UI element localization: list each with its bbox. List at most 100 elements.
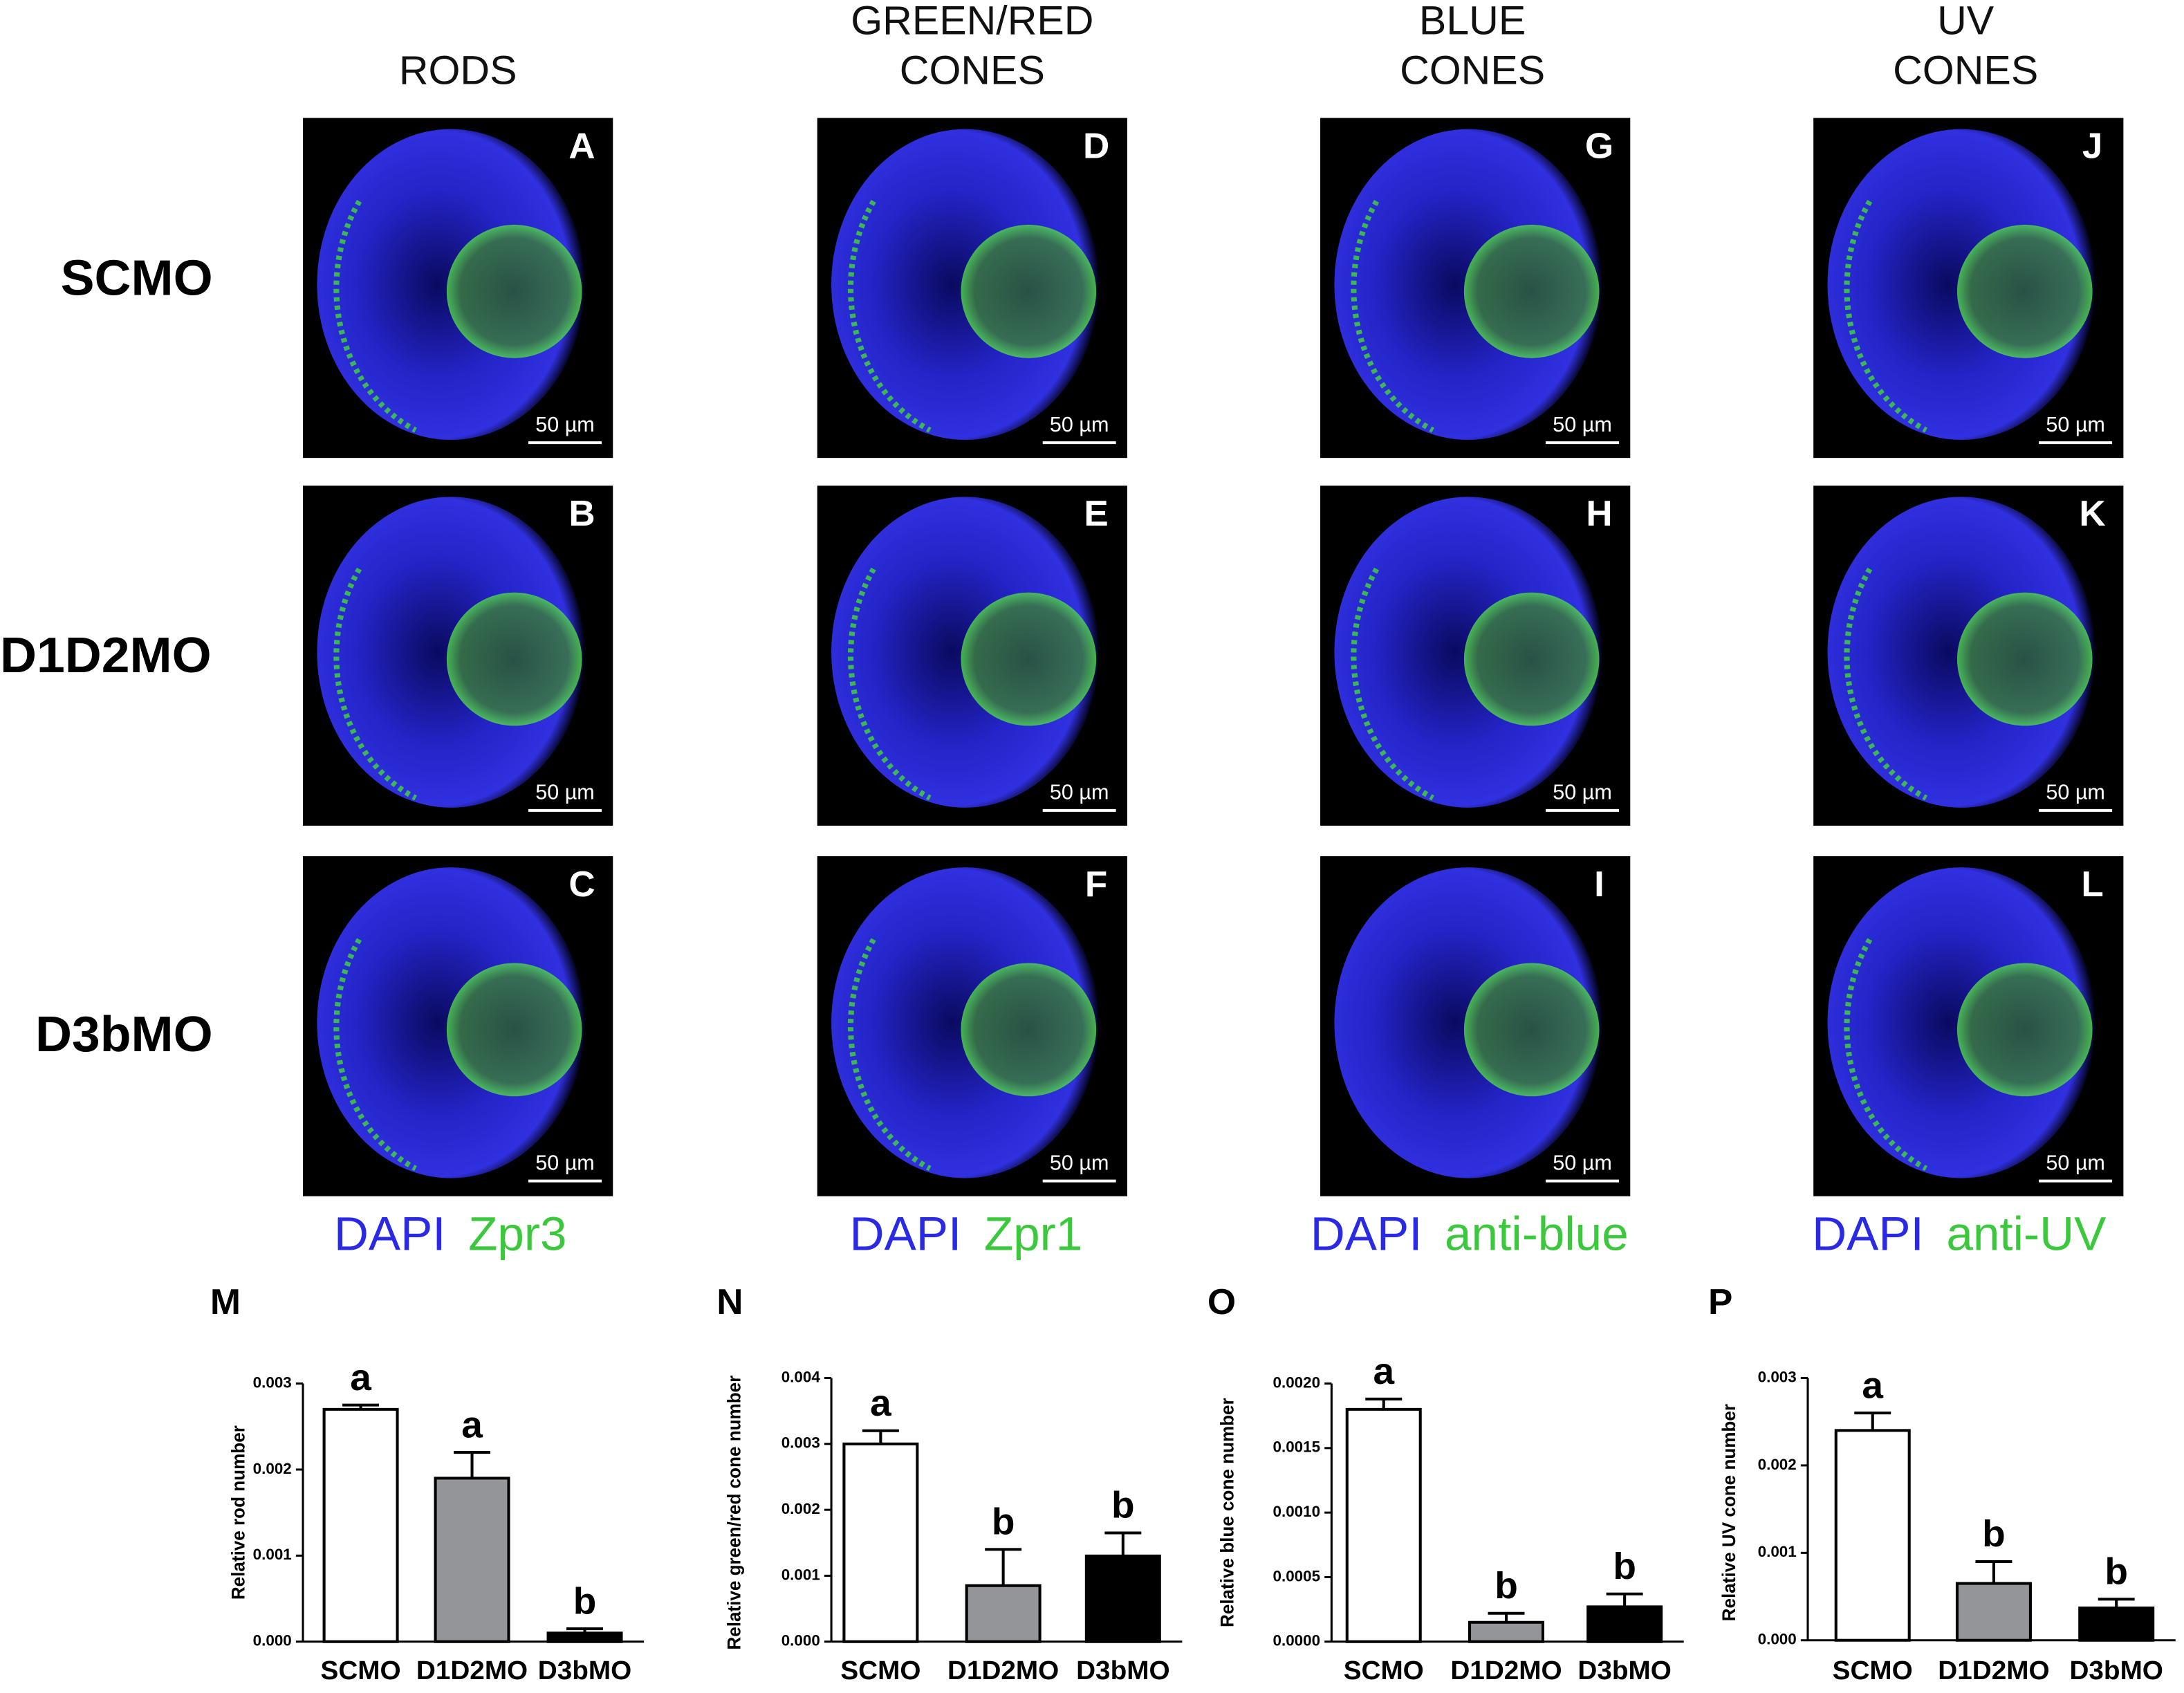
lens [961, 963, 1097, 1097]
significance-label: a [1862, 1364, 1883, 1407]
photoreceptor-layer [1844, 567, 1928, 801]
photoreceptor-layer [1844, 199, 1928, 433]
panel-letter: D [1083, 126, 1109, 167]
bar [1955, 1582, 2032, 1642]
micrograph-panel: E 50 µm [817, 485, 1127, 826]
x-tick-label: D1D2MO [1938, 1656, 2049, 1685]
y-tick-label: 0.0015 [1273, 1438, 1321, 1456]
significance-label: b [1613, 1545, 1636, 1587]
micrograph-panel: A 50 µm [303, 118, 613, 459]
column-header: RODS [399, 48, 517, 93]
bar [434, 1477, 510, 1643]
x-tick-label: SCMO [1344, 1656, 1424, 1685]
micrograph-panel: D 50 µm [817, 118, 1127, 459]
scale-bar-label: 50 µm [2046, 414, 2105, 436]
micrograph-panel: G 50 µm [1320, 118, 1631, 459]
panel-letter: E [1084, 494, 1108, 535]
y-tick-label: 0.004 [781, 1368, 821, 1385]
micrograph-panel: H 50 µm [1320, 485, 1631, 826]
panel-letter: G [1585, 126, 1613, 167]
dapi-label: DAPI [850, 1208, 962, 1260]
lens [1956, 225, 2093, 358]
y-tick-label: 0.002 [781, 1500, 820, 1517]
panel-letter: N [716, 1282, 743, 1322]
dapi-label: DAPI [1311, 1208, 1423, 1260]
micrograph-panel: C 50 µm [303, 856, 613, 1196]
panel-letter: O [1207, 1282, 1236, 1322]
y-tick-label: 0.000 [781, 1632, 820, 1649]
lens [446, 963, 582, 1097]
column-header: CONES [900, 48, 1045, 93]
x-tick-label: D3bMO [538, 1656, 631, 1685]
scale-bar-label: 50 µm [535, 1152, 595, 1175]
x-tick-label: D3bMO [1076, 1656, 1169, 1685]
y-tick-label: 0.000 [253, 1632, 292, 1649]
photoreceptor-layer [333, 199, 417, 433]
y-axis-title: Relative green/red cone number [723, 1376, 744, 1650]
panel-letter: F [1085, 864, 1107, 905]
panel-letter: B [568, 494, 595, 535]
y-tick-label: 0.000 [1758, 1631, 1797, 1648]
panel-letter: K [2079, 494, 2105, 535]
y-axis-title: Relative blue cone number [1216, 1398, 1237, 1627]
x-tick-label: D3bMO [1577, 1656, 1671, 1685]
panel-letter: H [1586, 494, 1612, 535]
micrograph-panel: B 50 µm [303, 485, 613, 826]
photoreceptor-layer [333, 938, 417, 1172]
scale-bar-label: 50 µm [535, 781, 595, 804]
photoreceptor-layer [333, 567, 417, 801]
stain-label: DAPI anti-UV [1812, 1208, 2106, 1260]
significance-label: b [573, 1580, 597, 1622]
lens [1463, 225, 1600, 358]
row-label: SCMO [61, 250, 213, 306]
dapi-label: DAPI [334, 1208, 446, 1260]
panel-letter: P [1708, 1282, 1732, 1322]
panel-letter: C [568, 864, 595, 905]
column-header: GREEN/RED [851, 0, 1093, 43]
bar [965, 1584, 1042, 1643]
marker-label: Zpr1 [984, 1208, 1082, 1260]
micrograph-panel: F 50 µm [817, 856, 1127, 1196]
bar [1468, 1620, 1545, 1643]
micrograph-panel: L 50 µm [1813, 856, 2124, 1196]
lens [961, 225, 1097, 358]
scale-bar-label: 50 µm [1050, 781, 1109, 804]
x-tick-label: D3bMO [2069, 1656, 2163, 1685]
x-tick-label: D1D2MO [947, 1656, 1059, 1685]
scale-bar-label: 50 µm [1050, 414, 1109, 436]
photoreceptor-layer [847, 567, 932, 801]
y-tick-label: 0.003 [781, 1434, 820, 1452]
bar [2078, 1606, 2155, 1642]
panel-letter: A [568, 126, 595, 167]
scale-bar-label: 50 µm [2046, 781, 2105, 804]
lens [446, 592, 582, 726]
panel-letter: L [2081, 864, 2103, 905]
lens [1956, 963, 2093, 1097]
y-tick-label: 0.003 [253, 1374, 292, 1391]
y-tick-label: 0.002 [1758, 1456, 1797, 1473]
panel-letter: M [210, 1282, 241, 1322]
bar [842, 1442, 919, 1643]
row-label: D3bMO [35, 1006, 213, 1062]
row-label: D1D2MO [0, 628, 212, 683]
bar [1586, 1605, 1663, 1643]
y-tick-label: 0.001 [1758, 1543, 1797, 1560]
y-tick-label: 0.0005 [1273, 1567, 1321, 1584]
x-tick-label: D1D2MO [416, 1656, 528, 1685]
panel-letter: J [2082, 126, 2102, 167]
micrograph-panel: K 50 µm [1813, 485, 2124, 826]
bar [1834, 1429, 1911, 1642]
photoreceptor-layer [847, 199, 932, 433]
scale-bar-label: 50 µm [1553, 1152, 1612, 1175]
marker-label: anti-blue [1445, 1208, 1629, 1260]
significance-label: b [1494, 1564, 1518, 1607]
photoreceptor-layer [1351, 199, 1434, 433]
bar [322, 1407, 399, 1643]
scale-bar-label: 50 µm [1553, 781, 1612, 804]
y-tick-label: 0.003 [1758, 1368, 1797, 1385]
significance-label: a [350, 1356, 371, 1398]
significance-label: b [2104, 1551, 2128, 1593]
lens [446, 225, 582, 358]
significance-label: b [1111, 1484, 1135, 1526]
